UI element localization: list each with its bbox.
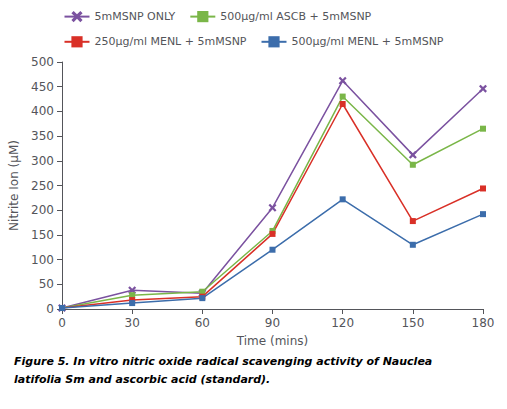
svg-text:30: 30 (125, 316, 140, 330)
svg-text:150: 150 (401, 316, 424, 330)
svg-text:500µg/ml ASCB + 5mMSNP: 500µg/ml ASCB + 5mMSNP (220, 10, 371, 23)
svg-text:180: 180 (472, 316, 495, 330)
svg-text:0: 0 (46, 302, 54, 316)
svg-text:latifolia Sm and ascorbic acid: latifolia Sm and ascorbic acid (standard… (14, 373, 270, 386)
svg-text:500: 500 (31, 55, 54, 69)
svg-text:200: 200 (31, 203, 54, 217)
svg-text:90: 90 (265, 316, 280, 330)
svg-text:250µg/ml MENL + 5mMSNP: 250µg/ml MENL + 5mMSNP (94, 35, 246, 48)
svg-text:450: 450 (31, 80, 54, 94)
svg-text:350: 350 (31, 129, 54, 143)
svg-text:Time (mins): Time (mins) (236, 334, 308, 348)
svg-text:400: 400 (31, 104, 54, 118)
svg-text:120: 120 (331, 316, 354, 330)
svg-text:60: 60 (195, 316, 210, 330)
svg-text:150: 150 (31, 228, 54, 242)
svg-text:250: 250 (31, 179, 54, 193)
svg-text:50: 50 (39, 277, 54, 291)
svg-text:100: 100 (31, 253, 54, 267)
svg-text:500µg/ml MENL + 5mMSNP: 500µg/ml MENL + 5mMSNP (292, 35, 444, 48)
svg-text:5mMSNP ONLY: 5mMSNP ONLY (94, 10, 175, 23)
svg-text:0: 0 (58, 316, 66, 330)
svg-text:Figure 5. In vitro nitric oxid: Figure 5. In vitro nitric oxide radical … (14, 355, 432, 368)
svg-text:300: 300 (31, 154, 54, 168)
svg-text:Nitrite Ion (µM): Nitrite Ion (µM) (7, 140, 21, 231)
